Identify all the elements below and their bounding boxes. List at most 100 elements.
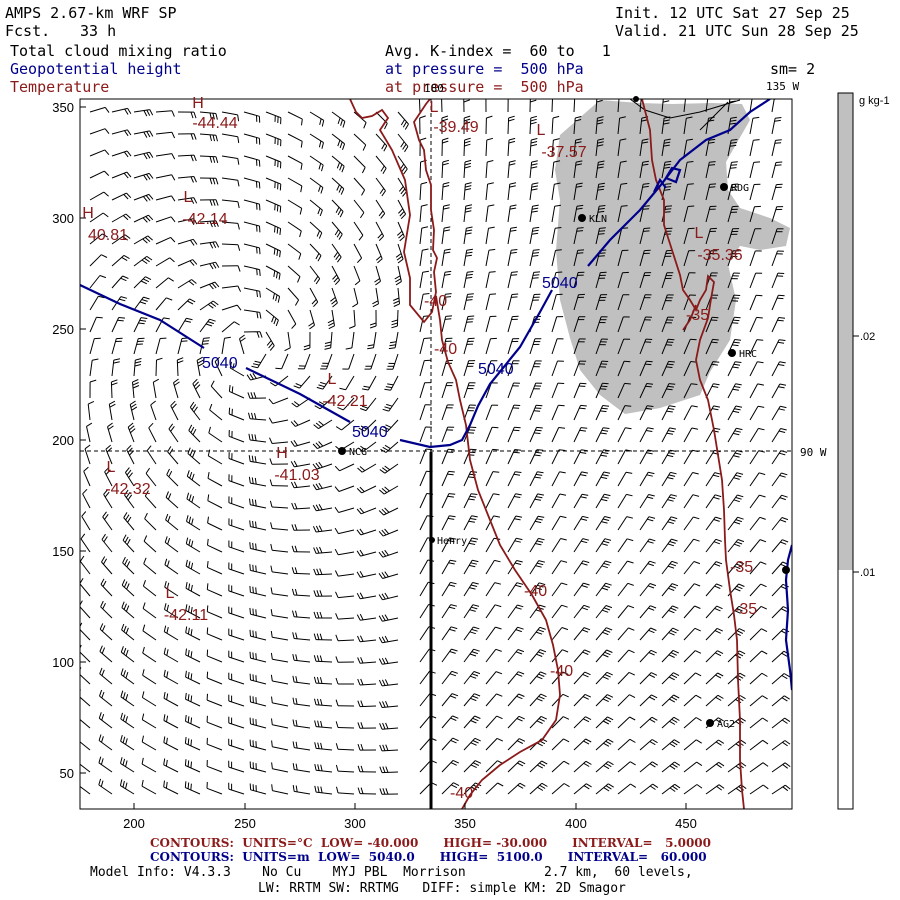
wind-barb-flag xyxy=(318,140,322,148)
wind-barb-flag xyxy=(784,717,791,723)
wind-barb-shaft xyxy=(163,653,179,663)
temp-contour-label: -40 xyxy=(434,341,457,358)
wind-barb-flag xyxy=(190,783,192,791)
wind-barb-flag xyxy=(517,762,524,767)
wind-barb-flag xyxy=(170,400,176,407)
wind-barb-flag xyxy=(601,587,609,591)
wind-barb-flag xyxy=(270,609,273,616)
wind-barb-flag xyxy=(716,785,722,791)
wind-barb-flag xyxy=(185,604,188,611)
wind-barb-flag xyxy=(384,657,389,664)
wind-barb-flag xyxy=(184,320,192,323)
wind-barb-shaft xyxy=(617,605,629,619)
wind-barb-flag xyxy=(266,340,272,346)
wind-barb-shaft xyxy=(337,770,355,773)
wind-barb-flag xyxy=(781,517,789,521)
wind-barb-flag xyxy=(489,293,497,295)
wind-barb-flag xyxy=(380,165,385,172)
wind-barb-flag xyxy=(536,426,543,429)
wind-barb-shaft xyxy=(228,524,245,531)
wind-barb-flag xyxy=(123,603,127,610)
wind-barb-shaft xyxy=(749,650,762,663)
wind-barb-flag xyxy=(291,524,295,531)
wind-barb-shaft xyxy=(617,338,625,355)
wind-barb-flag xyxy=(109,400,116,405)
wind-barb-flag xyxy=(734,452,742,455)
wind-barb-flag xyxy=(585,783,592,788)
wind-barb-shaft xyxy=(142,719,157,729)
wind-barb-flag xyxy=(516,560,523,563)
wind-barb-shaft xyxy=(419,559,429,575)
wind-barb-flag xyxy=(471,537,479,540)
wind-barb-flag xyxy=(514,449,522,451)
wind-barb-shaft xyxy=(120,762,135,773)
wind-barb-flag xyxy=(555,227,562,229)
wind-barb-flag xyxy=(197,359,204,364)
wind-barb-flag xyxy=(171,131,176,139)
wind-barb-flag xyxy=(420,181,428,185)
wind-barb-flag xyxy=(530,144,538,147)
wind-barb-flag xyxy=(214,281,220,288)
wind-barb-flag xyxy=(98,756,102,763)
wind-barb-shaft xyxy=(316,791,333,795)
wind-barb-shaft xyxy=(529,206,533,223)
wind-barb-shaft xyxy=(419,228,423,245)
wind-barb-shaft xyxy=(617,184,622,201)
wind-barb-flag xyxy=(381,593,386,600)
wind-barb-flag xyxy=(357,743,361,751)
wind-barb-flag xyxy=(735,519,742,523)
wind-barb-flag xyxy=(464,94,470,96)
wind-barb-flag xyxy=(646,474,653,477)
wind-barb-flag xyxy=(338,186,343,193)
wind-barb-flag xyxy=(775,117,782,119)
wind-barb-flag xyxy=(604,493,611,497)
wind-barb-shaft xyxy=(617,250,623,267)
wind-barb-flag xyxy=(532,277,539,279)
wind-barb-flag xyxy=(142,624,146,631)
wind-barb-flag xyxy=(403,168,408,175)
wind-barb-flag xyxy=(318,232,323,239)
wind-barb-flag xyxy=(464,137,471,141)
wind-barb-shaft xyxy=(111,338,117,355)
wind-barb-flag xyxy=(120,757,123,764)
wind-barb-shaft xyxy=(573,560,584,575)
wind-barb-shaft xyxy=(207,522,223,531)
wind-barb-shaft xyxy=(243,265,260,271)
wind-barb-flag xyxy=(756,339,764,341)
wind-barb-shaft xyxy=(186,520,201,531)
wind-barb-flag xyxy=(339,387,346,391)
wind-barb-flag xyxy=(647,540,654,544)
wind-barb-flag xyxy=(778,364,785,366)
wind-barb-flag xyxy=(575,163,582,166)
wind-barb-shaft xyxy=(177,279,192,289)
wind-barb-shaft xyxy=(155,277,169,289)
wind-barb-flag xyxy=(357,787,361,794)
wind-barb-flag xyxy=(163,780,165,787)
wind-barb-flag xyxy=(625,471,633,474)
wind-barb-flag xyxy=(465,232,472,235)
wind-barb-flag xyxy=(319,655,323,662)
wind-barb-flag xyxy=(141,735,144,743)
wind-barb-flag xyxy=(190,717,193,724)
wind-barb-flag xyxy=(778,386,785,389)
wind-barb-flag xyxy=(781,472,788,476)
wind-barb-flag xyxy=(268,398,274,405)
wind-barb-shaft xyxy=(83,471,91,487)
wind-barb-flag xyxy=(259,331,263,338)
wind-barb-shaft xyxy=(661,538,672,553)
wind-barb-shaft xyxy=(551,360,558,377)
wind-barb-shaft xyxy=(661,99,664,113)
wind-barb-flag xyxy=(465,204,473,207)
wind-barb-flag xyxy=(541,782,548,787)
wind-barb-shaft xyxy=(309,221,323,234)
wind-barb-shaft xyxy=(287,221,302,232)
wind-barb-shaft xyxy=(727,494,738,509)
wind-barb-flag xyxy=(535,565,542,568)
wind-barb-shaft xyxy=(384,463,399,474)
wind-barb-shaft xyxy=(419,206,422,223)
wind-barb-flag xyxy=(293,440,298,446)
wind-barb-flag xyxy=(558,427,566,429)
wind-barb-flag xyxy=(665,205,673,207)
wind-barb-shaft xyxy=(529,338,536,355)
wind-barb-flag xyxy=(694,627,701,632)
